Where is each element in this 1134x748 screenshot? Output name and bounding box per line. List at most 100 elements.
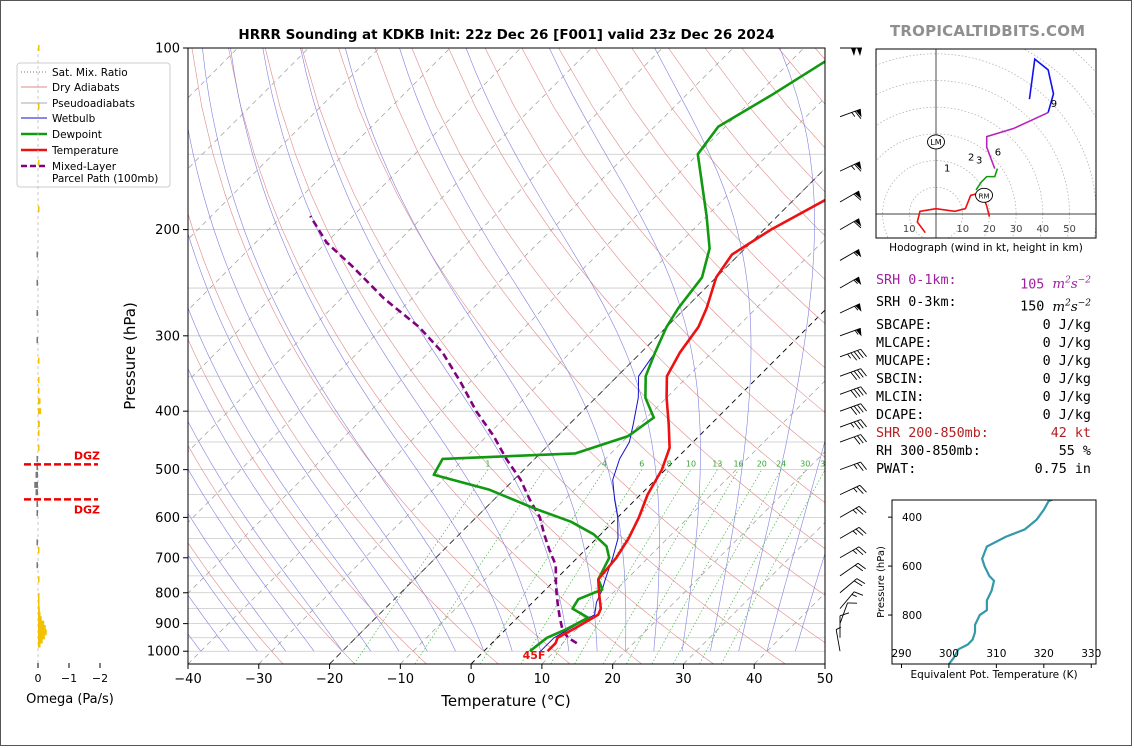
- mixing-ratio-label: 20: [757, 460, 767, 469]
- pseudoadiabat: [188, 367, 371, 652]
- pseudoadiabat: [188, 420, 343, 652]
- dry-adiabat: [188, 542, 284, 664]
- barb-staff: [839, 108, 861, 118]
- pseudoadiabat: [549, 48, 701, 652]
- theta-x-tick-label: 310: [986, 648, 1006, 660]
- stat-row: SBCIN: 0 J/kg: [876, 371, 1091, 389]
- stat-row: SBCAPE: 0 J/kg: [876, 317, 1091, 335]
- x-tick-label: 40: [746, 672, 763, 687]
- barb-flag: [853, 370, 861, 379]
- legend-box: [16, 62, 171, 188]
- barb-staff: [839, 546, 860, 559]
- barb-pennant: [855, 109, 862, 118]
- mixing-ratio-label: 36: [820, 460, 830, 469]
- mixing-ratio-label: 6: [639, 460, 644, 469]
- stat-row: SRH 0-3km: 150 m2s−2: [876, 294, 1091, 316]
- x-tick-label: −40: [174, 672, 201, 687]
- barb-flag: [860, 419, 867, 428]
- omega-tick-label: 0: [35, 672, 42, 685]
- barb-flag: [860, 386, 867, 395]
- theta-x-tick-label: 330: [1081, 648, 1101, 660]
- mixing-ratio-line: [414, 469, 545, 664]
- barb-flag: [850, 352, 858, 361]
- dewpoint-line: [432, 59, 825, 653]
- pseudoadiabat: [766, 439, 825, 652]
- pseudoadiabat: [654, 48, 752, 652]
- omega-tick-label: −1: [61, 672, 77, 685]
- barb-flag: [860, 348, 867, 357]
- x-tick-label: 20: [604, 672, 621, 687]
- barb-half-flag: [850, 165, 856, 171]
- x-tick-label: 10: [534, 672, 551, 687]
- dgz-label: DGZ: [74, 503, 100, 516]
- hodo-tick-label: 30: [1010, 224, 1023, 235]
- theta-x-tick-label: 300: [939, 648, 959, 660]
- wind-barb: [839, 303, 862, 314]
- stat-label: SBCIN:: [876, 371, 925, 387]
- theta-y-tick-label: 400: [902, 512, 922, 524]
- omega-bar: [38, 206, 40, 213]
- mixing-ratio-line: [602, 469, 718, 664]
- isotherm-line: [188, 48, 663, 523]
- y-tick-label: 100: [155, 42, 180, 57]
- isotherm-line: [188, 48, 805, 664]
- stat-label: SRH 0-1km:: [876, 273, 957, 288]
- barb-pennant: [855, 303, 862, 312]
- wind-barb: [839, 276, 862, 289]
- wind-barb: [840, 47, 862, 56]
- pseudoadiabat: [188, 512, 286, 652]
- wind-barb: [839, 602, 858, 624]
- omega-bar: [36, 279, 38, 286]
- omega-bar: [35, 471, 38, 478]
- pseudoadiabat: [188, 307, 400, 652]
- mixing-ratio-label: 16: [733, 460, 743, 469]
- stat-row: RH 300-850mb: 55 %: [876, 443, 1091, 461]
- barb-flag: [855, 548, 864, 556]
- barb-flag: [858, 527, 867, 534]
- stat-row: DCAPE: 0 J/kg: [876, 407, 1091, 425]
- omega-bar: [38, 593, 40, 600]
- stat-value: 0 J/kg: [1042, 353, 1091, 369]
- barb-half-flag: [851, 112, 856, 117]
- skewt-profiles: [309, 59, 825, 653]
- barb-flag: [857, 350, 864, 359]
- barb-staff: [839, 602, 848, 624]
- theta-x-tick-label: 290: [891, 648, 911, 660]
- pseudoadiabat: [188, 468, 315, 652]
- omega-bar: [38, 624, 46, 631]
- legend-label-temperature: Temperature: [51, 145, 119, 157]
- wind-barb: [839, 506, 867, 518]
- barb-staff: [839, 562, 859, 577]
- legend-label-dry: Dry Adiabats: [52, 82, 120, 94]
- hodo-segment: [985, 111, 1049, 169]
- hodograph-trace: [916, 57, 1055, 234]
- mixing-ratio-line: [550, 469, 670, 664]
- skewt-background-lines: 1 4 6 8 10 13 16 20 24 30 36: [188, 48, 830, 664]
- omega-bar: [38, 357, 40, 364]
- mixing-ratio-label: 4: [602, 460, 607, 469]
- dgz-label: DGZ: [74, 449, 100, 462]
- wind-barb: [839, 368, 867, 380]
- temperature-line: [546, 198, 825, 653]
- wind-barb: [839, 546, 867, 559]
- y-tick-label: 700: [155, 551, 180, 566]
- stat-row: PWAT: 0.75 in: [876, 461, 1091, 479]
- stat-value: 0 J/kg: [1042, 389, 1091, 405]
- isotherm-line: [683, 521, 825, 664]
- mixing-ratio-line: [353, 469, 489, 664]
- barb-pennant: [854, 249, 862, 258]
- y-tick-label: 1000: [147, 645, 180, 660]
- stat-row: MLCAPE: 0 J/kg: [876, 335, 1091, 353]
- barb-flag: [860, 368, 867, 377]
- wetbulb-line: [540, 326, 668, 652]
- wind-barb: [839, 249, 862, 261]
- omega-bar: [38, 444, 40, 451]
- barb-flag: [853, 351, 861, 360]
- omega-tick-label: −2: [92, 672, 108, 685]
- dry-adiabat: [338, 48, 825, 643]
- barb-staff: [839, 578, 858, 594]
- stat-value: 150 m2s−2: [1020, 298, 1091, 315]
- barb-flag: [853, 436, 861, 445]
- omega-bar: [38, 629, 47, 636]
- hodo-tick-label: 40: [1036, 224, 1049, 235]
